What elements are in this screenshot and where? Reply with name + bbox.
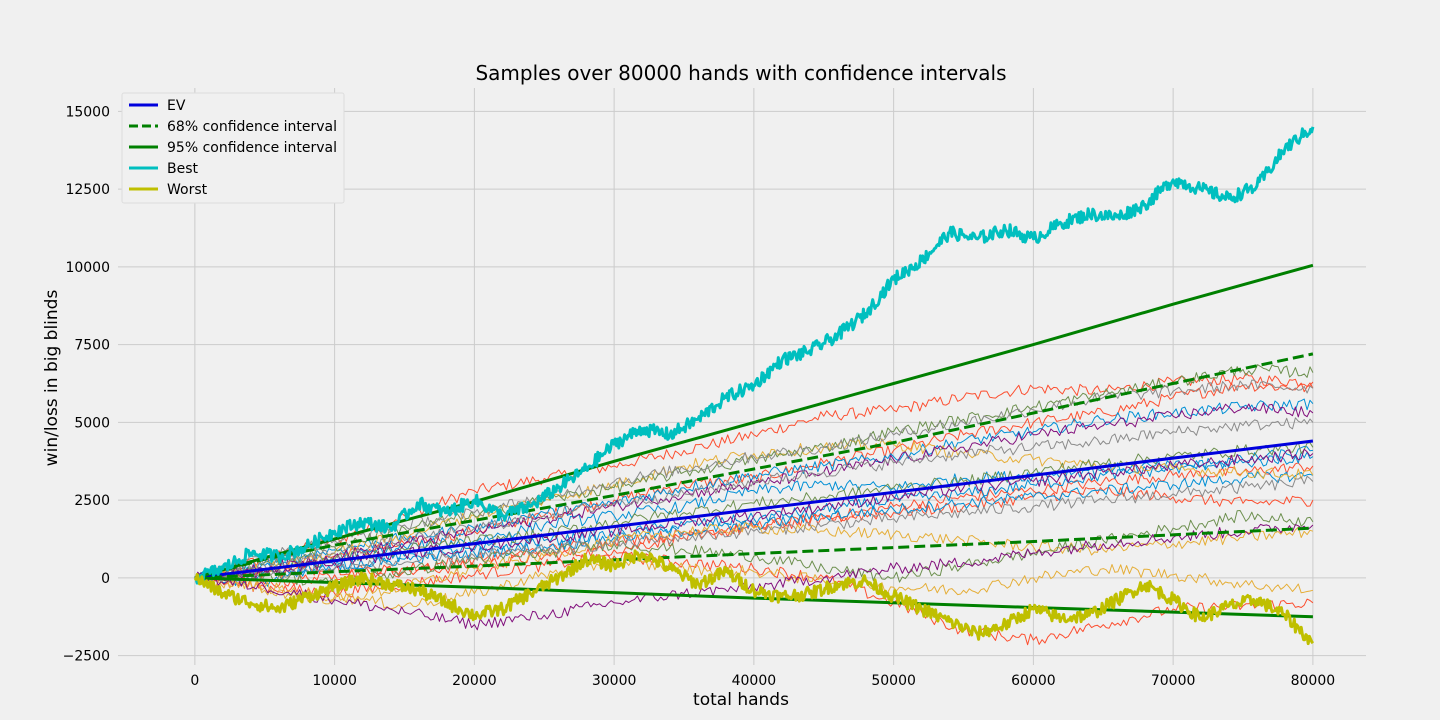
y-axis-label: win/loss in big blinds (42, 290, 62, 467)
legend-box (121, 92, 345, 204)
x-tick-label: 80000 (1291, 673, 1336, 689)
x-tick-label: 20000 (452, 673, 497, 689)
y-tick-label: 5000 (74, 415, 110, 431)
x-tick-labels: 0 10000 20000 30000 40000 50000 60000 70000 8000… (190, 673, 1335, 689)
x-tick-label: 60000 (1011, 673, 1056, 689)
legend-label: Best (167, 161, 199, 177)
sample-line-6 (194, 398, 1314, 579)
series-lines (193, 126, 1315, 646)
series-line-6 (193, 126, 1315, 585)
x-tick-label: 50000 (871, 673, 916, 689)
series-line-3 (194, 526, 1313, 580)
x-tick-label: 70000 (1151, 673, 1196, 689)
legend: EV 68% confidence interval 95% confidence … (121, 92, 345, 204)
x-axis-label: total hands (693, 690, 789, 710)
sample-line-9 (194, 471, 1314, 587)
y-tick-label: 0 (101, 571, 110, 587)
y-tick-label: 7500 (74, 338, 110, 354)
sample-line-21 (194, 475, 1314, 583)
chart-title: Samples over 80000 hands with confidence… (475, 61, 1006, 85)
series-line-1 (194, 439, 1314, 580)
sample-line-10 (194, 522, 1314, 605)
y-tick-label: 10000 (65, 260, 110, 276)
y-tick-labels: −2500 0 2500 5000 7500 10000 12500 15000 (63, 104, 110, 664)
sample-line-8 (194, 451, 1314, 583)
y-tick-label: 12500 (65, 182, 110, 198)
y-tick-label: 15000 (65, 104, 110, 120)
legend-label: 95% confidence interval (167, 140, 337, 156)
series-line-7 (193, 549, 1315, 646)
legend-label: Worst (167, 182, 208, 198)
x-tick-label: 40000 (732, 673, 777, 689)
sample-line-20 (194, 417, 1314, 583)
legend-label: EV (167, 98, 186, 114)
sample-line-16 (194, 402, 1314, 584)
sample-line-12 (194, 557, 1314, 610)
x-tick-label: 0 (190, 673, 199, 689)
legend-label: 68% confidence interval (167, 119, 337, 135)
sample-line-11 (194, 438, 1314, 582)
sample-line-7 (194, 445, 1313, 581)
y-tick-label: −2500 (63, 649, 110, 665)
y-tick-label: 2500 (74, 493, 110, 509)
x-tick-label: 30000 (592, 673, 637, 689)
series-line-2 (194, 352, 1314, 580)
x-tick-label: 10000 (312, 673, 357, 689)
